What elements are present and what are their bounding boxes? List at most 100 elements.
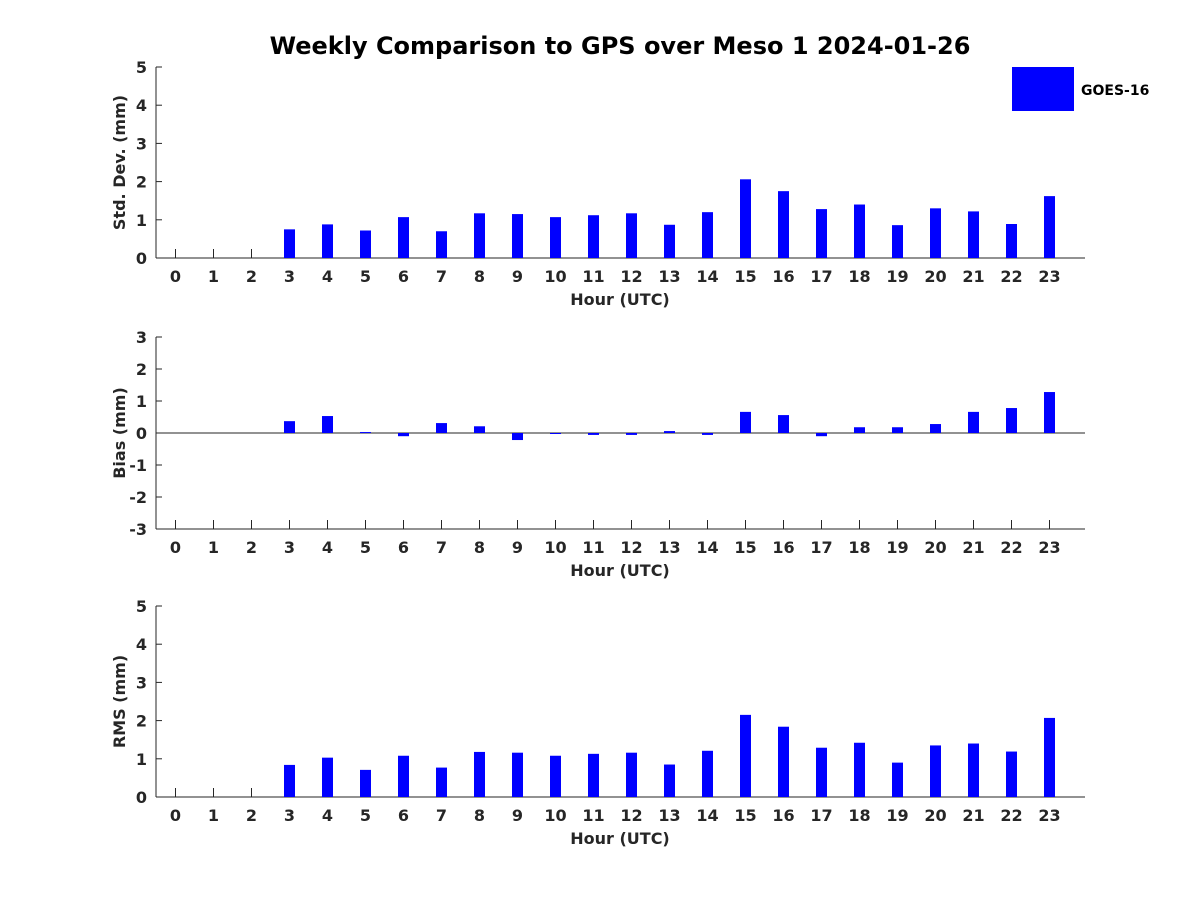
x-tick-label: 10	[544, 538, 566, 557]
y-tick-label: 4	[136, 635, 147, 654]
x-tick-label: 19	[886, 806, 908, 825]
legend-label-goes16: GOES-16	[1081, 83, 1149, 99]
bar-hour-18	[854, 204, 865, 258]
legend: GOES-16	[1012, 67, 1149, 111]
bar-hour-18	[854, 427, 865, 433]
x-tick-label: 12	[620, 538, 642, 557]
x-tick-label: 2	[246, 806, 257, 825]
y-tick-label: -3	[129, 520, 147, 539]
x-tick-label: 5	[360, 806, 371, 825]
x-tick-label: 21	[962, 806, 984, 825]
x-tick-label: 23	[1038, 267, 1060, 286]
x-tick-label: 0	[170, 806, 181, 825]
x-tick-label: 18	[848, 806, 870, 825]
x-tick-label: 17	[810, 538, 832, 557]
bar-hour-13	[664, 764, 675, 797]
x-tick-label: 1	[208, 267, 219, 286]
bar-hour-21	[968, 211, 979, 258]
bar-hour-20	[930, 208, 941, 258]
x-tick-label: 6	[398, 806, 409, 825]
bar-hour-19	[892, 427, 903, 433]
x-tick-label: 5	[360, 538, 371, 557]
bar-hour-23	[1044, 717, 1055, 797]
bar-hour-14	[702, 212, 713, 258]
bar-hour-4	[322, 757, 333, 797]
x-tick-label: 0	[170, 538, 181, 557]
x-tick-label: 20	[924, 538, 946, 557]
x-tick-label: 12	[620, 806, 642, 825]
x-tick-label: 0	[170, 267, 181, 286]
x-tick-label: 6	[398, 267, 409, 286]
bar-hour-13	[664, 431, 675, 433]
x-tick-label: 13	[658, 806, 680, 825]
x-axis-label: Hour (UTC)	[570, 290, 670, 309]
x-tick-label: 15	[734, 267, 756, 286]
x-axis-label: Hour (UTC)	[570, 829, 670, 848]
bar-hour-6	[398, 433, 409, 437]
bar-hour-17	[816, 209, 827, 258]
bar-hour-22	[1006, 751, 1017, 797]
y-tick-label: -2	[129, 488, 147, 507]
x-tick-label: 2	[246, 538, 257, 557]
y-tick-label: -1	[129, 456, 147, 475]
bar-hour-8	[474, 751, 485, 797]
x-tick-label: 14	[696, 806, 718, 825]
x-axis-label: Hour (UTC)	[570, 561, 670, 580]
x-tick-label: 3	[284, 267, 295, 286]
bar-hour-20	[930, 424, 941, 433]
bar-hour-11	[588, 433, 599, 435]
y-axis-label: Bias (mm)	[110, 387, 129, 479]
x-tick-label: 19	[886, 538, 908, 557]
bar-hour-14	[702, 750, 713, 797]
x-tick-label: 11	[582, 806, 604, 825]
bar-hour-16	[778, 726, 789, 797]
y-tick-label: 0	[136, 249, 147, 268]
x-tick-label: 4	[322, 538, 333, 557]
bar-hour-10	[550, 755, 561, 797]
bar-hour-4	[322, 224, 333, 258]
x-tick-label: 16	[772, 538, 794, 557]
x-tick-label: 14	[696, 267, 718, 286]
y-tick-label: 1	[136, 211, 147, 230]
y-tick-label: 0	[136, 424, 147, 443]
x-tick-label: 4	[322, 806, 333, 825]
x-tick-label: 7	[436, 806, 447, 825]
x-tick-label: 5	[360, 267, 371, 286]
bar-hour-6	[398, 755, 409, 797]
bar-hour-7	[436, 767, 447, 797]
bar-hour-7	[436, 423, 447, 433]
bar-hour-18	[854, 742, 865, 797]
x-tick-label: 6	[398, 538, 409, 557]
x-tick-label: 4	[322, 267, 333, 286]
x-tick-label: 21	[962, 538, 984, 557]
bar-hour-9	[512, 752, 523, 797]
bar-hour-6	[398, 217, 409, 258]
y-tick-label: 3	[136, 673, 147, 692]
x-tick-label: 11	[582, 267, 604, 286]
x-tick-label: 22	[1000, 538, 1022, 557]
x-tick-label: 10	[544, 267, 566, 286]
x-tick-label: 3	[284, 806, 295, 825]
y-tick-label: 3	[136, 328, 147, 347]
x-tick-label: 23	[1038, 538, 1060, 557]
y-tick-label: 4	[136, 96, 147, 115]
x-tick-label: 20	[924, 267, 946, 286]
bar-hour-20	[930, 745, 941, 797]
y-axis-label: Std. Dev. (mm)	[110, 95, 129, 230]
x-tick-label: 17	[810, 806, 832, 825]
y-tick-label: 1	[136, 750, 147, 769]
y-tick-label: 0	[136, 788, 147, 807]
x-tick-label: 19	[886, 267, 908, 286]
bar-hour-3	[284, 764, 295, 797]
x-tick-label: 1	[208, 806, 219, 825]
bar-hour-16	[778, 191, 789, 258]
x-tick-label: 7	[436, 538, 447, 557]
y-tick-label: 2	[136, 712, 147, 731]
x-tick-label: 15	[734, 806, 756, 825]
bar-hour-15	[740, 179, 751, 258]
y-tick-label: 1	[136, 392, 147, 411]
x-tick-label: 8	[474, 267, 485, 286]
